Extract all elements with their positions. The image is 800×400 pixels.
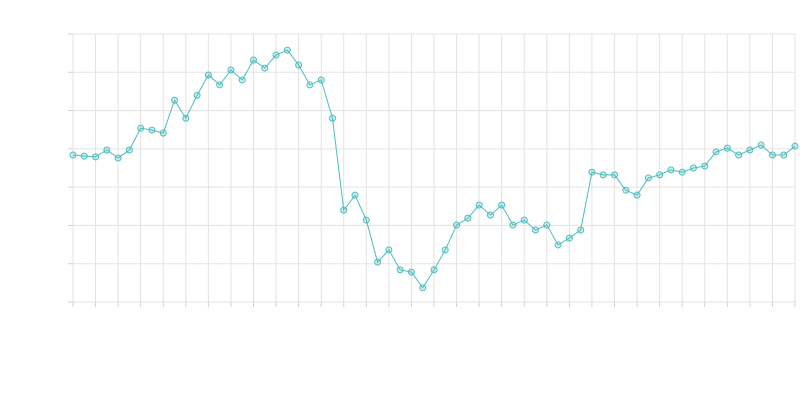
point	[520, 216, 528, 224]
point	[430, 266, 438, 274]
point	[295, 61, 303, 69]
point	[182, 114, 190, 122]
point	[757, 141, 765, 149]
point	[171, 96, 179, 104]
point	[283, 46, 291, 54]
point	[407, 268, 415, 276]
point	[362, 216, 370, 224]
point	[723, 144, 731, 152]
point	[137, 124, 145, 132]
point	[92, 153, 100, 161]
point	[780, 151, 788, 159]
point	[272, 51, 280, 59]
point	[317, 76, 325, 84]
point	[498, 201, 506, 209]
point	[667, 166, 675, 174]
point	[735, 151, 743, 159]
point	[588, 168, 596, 176]
point	[159, 129, 167, 137]
point	[656, 171, 664, 179]
point	[554, 241, 562, 249]
point	[328, 114, 336, 122]
point	[148, 126, 156, 134]
point	[441, 246, 449, 254]
point	[532, 226, 540, 234]
point	[261, 64, 269, 72]
point	[419, 284, 427, 292]
point	[306, 81, 314, 89]
point	[464, 214, 472, 222]
point	[193, 91, 201, 99]
point	[227, 66, 235, 74]
point	[689, 164, 697, 172]
point	[216, 81, 224, 89]
point	[204, 71, 212, 79]
point	[746, 146, 754, 154]
point	[486, 211, 494, 219]
point	[565, 234, 573, 242]
point	[791, 142, 799, 150]
point	[125, 146, 133, 154]
point	[644, 174, 652, 182]
point	[374, 258, 382, 266]
point	[701, 162, 709, 170]
point	[80, 152, 88, 160]
point	[509, 221, 517, 229]
point	[250, 56, 257, 64]
line	[72, 49, 796, 289]
point	[577, 226, 585, 234]
point	[599, 171, 607, 179]
point	[678, 168, 686, 176]
point	[351, 191, 359, 199]
point	[114, 154, 122, 162]
point	[453, 221, 461, 229]
point	[103, 146, 111, 154]
point	[768, 151, 776, 159]
point	[396, 266, 404, 274]
point	[633, 191, 641, 199]
point	[385, 246, 393, 254]
point	[543, 221, 551, 229]
point	[712, 148, 720, 156]
point	[340, 206, 348, 214]
point	[611, 171, 618, 179]
point	[475, 201, 483, 209]
point	[622, 186, 630, 194]
point	[238, 76, 246, 84]
point	[69, 151, 77, 159]
